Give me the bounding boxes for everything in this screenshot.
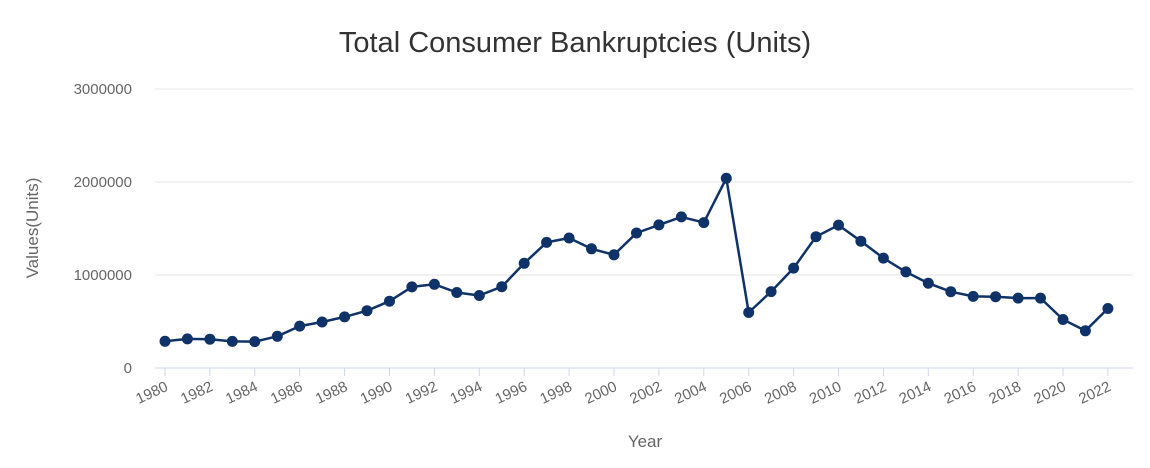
- x-tick-label: 2018: [986, 378, 1023, 408]
- x-tick-label: 1980: [133, 378, 170, 408]
- x-tick-label: 2016: [941, 378, 978, 408]
- data-point-2011[interactable]: [855, 235, 867, 247]
- y-axis-title: Values(Units): [23, 178, 42, 279]
- data-point-1998[interactable]: [563, 232, 575, 244]
- data-point-1995[interactable]: [496, 281, 508, 293]
- data-point-2020[interactable]: [1057, 314, 1069, 325]
- data-point-1999[interactable]: [586, 243, 597, 255]
- data-point-2010[interactable]: [833, 219, 844, 231]
- series-values: [159, 172, 1114, 348]
- x-tick-label: 1996: [492, 378, 529, 408]
- data-point-1991[interactable]: [406, 281, 418, 293]
- data-point-1986[interactable]: [294, 320, 306, 332]
- data-point-2000[interactable]: [608, 249, 620, 261]
- data-point-1980[interactable]: [159, 335, 171, 347]
- x-tick-label: 2004: [672, 378, 709, 408]
- x-tick-label: 1998: [537, 378, 574, 408]
- data-point-1989[interactable]: [361, 305, 373, 317]
- x-tick-label: 1994: [448, 378, 485, 408]
- x-tick-label: 2002: [627, 378, 664, 408]
- x-tick-label: 2012: [852, 378, 889, 408]
- data-point-1985[interactable]: [271, 330, 283, 342]
- data-point-1982[interactable]: [204, 333, 216, 345]
- data-point-2017[interactable]: [990, 291, 1002, 303]
- y-tick-label: 2000000: [74, 174, 132, 191]
- x-tick-label: 1984: [223, 378, 260, 408]
- x-tick-label: 2010: [807, 378, 844, 408]
- data-point-1992[interactable]: [428, 278, 440, 290]
- data-point-2002[interactable]: [653, 219, 665, 231]
- data-point-1997[interactable]: [541, 236, 553, 248]
- data-point-2012[interactable]: [877, 252, 889, 264]
- data-point-2006[interactable]: [743, 307, 755, 318]
- x-axis-ticks: 1980 1982 1984 1986 1988 1990 1992 1994 1996 1998…: [133, 368, 1114, 408]
- x-tick-label: 2008: [762, 378, 799, 408]
- data-point-1994[interactable]: [473, 290, 485, 301]
- data-point-1987[interactable]: [316, 316, 328, 328]
- data-point-2003[interactable]: [675, 211, 687, 223]
- data-point-2019[interactable]: [1035, 292, 1046, 304]
- data-point-2013[interactable]: [900, 266, 912, 278]
- data-point-1993[interactable]: [451, 287, 463, 298]
- y-tick-label: 0: [124, 360, 132, 377]
- x-tick-label: 1988: [313, 378, 350, 408]
- gridlines: [155, 88, 1133, 276]
- x-tick-label: 2006: [717, 378, 754, 408]
- data-point-2014[interactable]: [922, 277, 934, 289]
- data-point-2004[interactable]: [698, 217, 710, 229]
- x-tick-label: 1986: [268, 378, 305, 408]
- data-point-2008[interactable]: [788, 262, 800, 274]
- data-point-1984[interactable]: [249, 336, 261, 348]
- x-tick-label: 1992: [403, 378, 440, 408]
- x-tick-label: 2014: [897, 378, 934, 408]
- data-point-2005[interactable]: [720, 172, 732, 184]
- data-point-2022[interactable]: [1102, 303, 1114, 314]
- data-point-1990[interactable]: [384, 295, 395, 307]
- x-tick-label: 1982: [178, 378, 215, 408]
- data-point-2016[interactable]: [967, 290, 979, 302]
- data-point-1988[interactable]: [339, 311, 351, 323]
- data-point-2009[interactable]: [810, 231, 822, 243]
- data-point-1996[interactable]: [518, 257, 530, 269]
- x-tick-label: 2020: [1031, 378, 1068, 408]
- data-point-2021[interactable]: [1079, 325, 1091, 337]
- data-point-1981[interactable]: [181, 333, 193, 345]
- x-tick-label: 1990: [358, 378, 395, 408]
- x-axis-title: Year: [628, 432, 663, 451]
- y-axis-ticks: 0 1000000 2000000 3000000: [74, 81, 132, 377]
- y-tick-label: 1000000: [74, 267, 132, 284]
- x-tick-label: 2022: [1076, 378, 1113, 408]
- series-line: [164, 177, 1109, 343]
- x-tick-label: 2000: [582, 378, 619, 408]
- data-point-1983[interactable]: [226, 335, 238, 347]
- y-tick-label: 3000000: [74, 81, 132, 98]
- data-point-2015[interactable]: [945, 286, 957, 298]
- data-point-2007[interactable]: [765, 286, 777, 298]
- data-point-2018[interactable]: [1012, 292, 1024, 304]
- chart-title: Total Consumer Bankruptcies (Units): [339, 27, 811, 59]
- data-point-2001[interactable]: [631, 227, 642, 239]
